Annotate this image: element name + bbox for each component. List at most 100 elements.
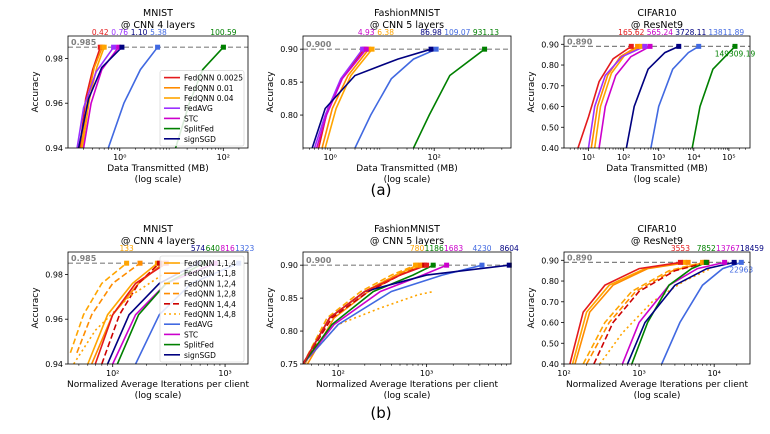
x-tick-label: 10² bbox=[331, 369, 344, 378]
series-line bbox=[625, 45, 680, 148]
end-label: 574 bbox=[191, 244, 206, 253]
x-tick-label: 10² bbox=[106, 369, 119, 378]
y-axis-label: Accuracy bbox=[31, 287, 41, 329]
end-label: 816 bbox=[220, 244, 235, 253]
series-line bbox=[304, 264, 421, 364]
target-label: 0.890 bbox=[567, 37, 593, 46]
y-tick-label: 0.80 bbox=[280, 327, 298, 336]
series-line bbox=[574, 261, 689, 364]
end-label: 0.76 bbox=[111, 28, 128, 37]
end-marker bbox=[681, 259, 687, 265]
series-group bbox=[569, 261, 742, 364]
end-marker bbox=[703, 259, 709, 265]
end-marker bbox=[137, 260, 143, 266]
series-line bbox=[107, 46, 159, 148]
chart-subtitle: @ CNN 5 layers bbox=[370, 236, 444, 247]
chart-subtitle: @ ResNet9 bbox=[631, 236, 683, 247]
y-axis-label: Accuracy bbox=[527, 71, 537, 113]
series-line bbox=[90, 262, 164, 364]
y-tick-label: 0.96 bbox=[45, 99, 63, 108]
target-label: 0.900 bbox=[306, 40, 332, 49]
end-label: 109.07 bbox=[444, 28, 470, 37]
end-marker bbox=[676, 43, 682, 49]
chart-title: MNIST bbox=[143, 8, 173, 19]
end-marker bbox=[722, 259, 728, 265]
end-label: 6.38 bbox=[377, 28, 394, 37]
chart-subtitle: @ CNN 4 layers bbox=[121, 236, 195, 247]
y-axis-label: Accuracy bbox=[266, 287, 276, 329]
end-marker bbox=[430, 262, 436, 268]
legend-entry: FedQNN 1,2,4 bbox=[184, 279, 236, 288]
end-marker bbox=[220, 44, 226, 50]
chart-5: FashionMNIST@ CNN 5 layers 0.900 780 1186 16… bbox=[266, 224, 519, 401]
x-axis-label: Normalized Average Iterations per client bbox=[67, 380, 249, 390]
end-marker bbox=[155, 44, 161, 50]
x-tick-label: 10³ bbox=[652, 153, 665, 162]
y-tick-label: 0.85 bbox=[280, 294, 298, 303]
y-tick-label: 0.60 bbox=[541, 319, 559, 328]
chart-title: FashionMNIST bbox=[374, 8, 440, 19]
legend-entry: FedQNN 1,1,4 bbox=[184, 259, 236, 268]
end-marker bbox=[677, 259, 683, 265]
end-label: 1323 bbox=[235, 244, 254, 253]
end-marker bbox=[635, 43, 641, 49]
end-marker bbox=[479, 262, 485, 268]
y-axis-label: Accuracy bbox=[266, 71, 276, 113]
end-marker bbox=[731, 259, 737, 265]
x-tick-label: 10¹ bbox=[582, 153, 595, 162]
end-marker bbox=[732, 43, 738, 49]
plot-frame bbox=[67, 35, 249, 149]
end-marker bbox=[685, 259, 691, 265]
y-tick-label: 0.94 bbox=[45, 144, 63, 153]
end-label: 13767 bbox=[716, 244, 740, 253]
end-label: 7852 bbox=[697, 244, 716, 253]
y-tick-label: 0.98 bbox=[45, 270, 63, 279]
x-tick-label: 10⁴ bbox=[707, 369, 720, 378]
series-group bbox=[577, 45, 736, 148]
series-line bbox=[87, 262, 158, 364]
end-marker bbox=[119, 44, 125, 50]
y-tick-label: 0.96 bbox=[45, 315, 63, 324]
legend-entry: STC bbox=[184, 114, 198, 123]
series-group bbox=[303, 264, 510, 364]
legend-entry: FedAVG bbox=[184, 320, 213, 329]
end-marker bbox=[433, 46, 439, 52]
y-tick-label: 0.90 bbox=[541, 40, 559, 49]
series-line bbox=[599, 267, 712, 364]
end-label: 3728.11 bbox=[675, 28, 706, 37]
legend-entry: FedQNN 0.04 bbox=[184, 94, 234, 103]
legend-box bbox=[159, 70, 245, 147]
x-tick-label: 10⁰ bbox=[323, 153, 336, 162]
x-tick-label: 10³ bbox=[420, 369, 433, 378]
x-axis-sublabel: (log scale) bbox=[384, 175, 431, 185]
end-marker bbox=[363, 46, 369, 52]
y-tick-label: 0.85 bbox=[280, 78, 298, 87]
end-marker bbox=[124, 260, 130, 266]
end-label: 86.98 bbox=[420, 28, 442, 37]
series-line bbox=[577, 45, 632, 148]
x-axis-sublabel: (log scale) bbox=[135, 391, 182, 401]
end-marker bbox=[506, 262, 512, 268]
series-line bbox=[303, 264, 425, 364]
target-label: 0.985 bbox=[71, 38, 97, 47]
series-line bbox=[593, 261, 708, 364]
series-group bbox=[311, 48, 486, 148]
chart-4: MNIST@ CNN 4 layers 0.985 133 574 640 816 1323… bbox=[31, 224, 254, 401]
legend-entry: SplitFed bbox=[184, 125, 214, 134]
series-line bbox=[81, 46, 105, 148]
legend-entry: STC bbox=[184, 330, 198, 339]
end-marker bbox=[639, 43, 645, 49]
end-label: 22963 bbox=[729, 265, 753, 274]
end-label: 780 bbox=[410, 244, 425, 253]
x-tick-label: 10² bbox=[617, 153, 630, 162]
y-tick-label: 0.40 bbox=[541, 144, 559, 153]
y-tick-label: 0.60 bbox=[541, 103, 559, 112]
end-marker bbox=[424, 262, 430, 268]
series-line bbox=[303, 264, 416, 364]
y-tick-label: 0.50 bbox=[541, 123, 559, 132]
y-tick-label: 0.75 bbox=[280, 360, 298, 369]
end-marker bbox=[482, 46, 488, 52]
y-tick-label: 0.80 bbox=[280, 111, 298, 120]
